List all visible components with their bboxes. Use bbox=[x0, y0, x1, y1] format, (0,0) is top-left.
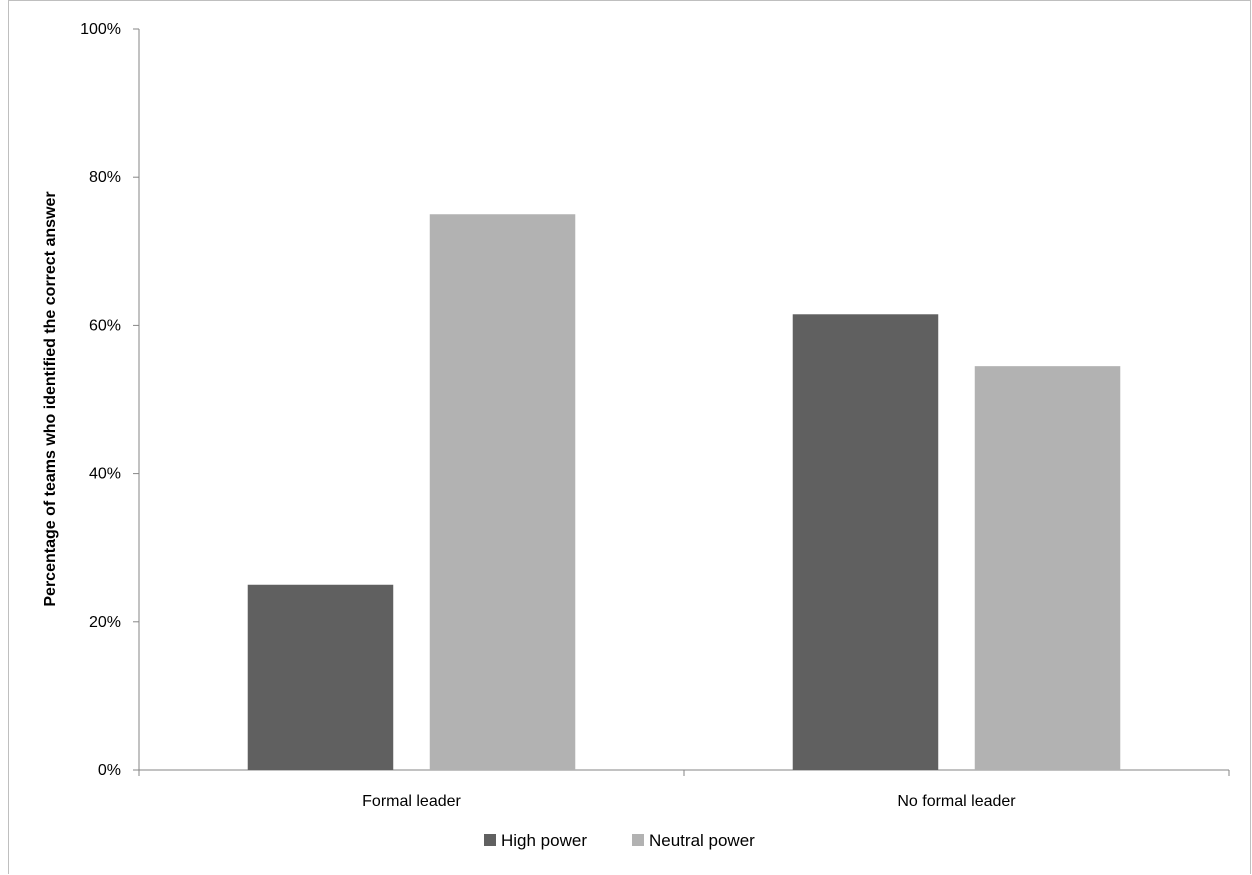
legend-swatch bbox=[484, 834, 496, 846]
bar-high-power-formal-leader bbox=[247, 584, 394, 770]
y-tick-label: 80% bbox=[89, 169, 121, 186]
y-tick-label: 40% bbox=[89, 466, 121, 483]
bar-high-power-no-formal-leader bbox=[792, 314, 939, 770]
legend-swatch bbox=[632, 834, 644, 846]
legend-label: High power bbox=[501, 831, 587, 850]
x-tick-label: No formal leader bbox=[897, 793, 1016, 810]
legend-label: Neutral power bbox=[649, 831, 755, 850]
x-tick-label: Formal leader bbox=[362, 793, 461, 810]
bar-neutral-power-no-formal-leader bbox=[974, 366, 1121, 770]
legend: High power Neutral power bbox=[484, 831, 755, 850]
y-axis-title: Percentage of teams who identified the c… bbox=[42, 191, 59, 606]
y-tick-label: 0% bbox=[98, 762, 121, 779]
y-axis: 0% 20% 40% 60% 80% 100% bbox=[80, 21, 140, 779]
y-tick-label: 100% bbox=[80, 21, 121, 38]
x-axis: Formal leader No formal leader bbox=[138, 769, 1230, 810]
chart-frame bbox=[8, 0, 1251, 874]
bars bbox=[247, 214, 1121, 770]
y-tick-label: 60% bbox=[89, 317, 121, 334]
y-tick-label: 20% bbox=[89, 614, 121, 631]
bar-neutral-power-formal-leader bbox=[429, 214, 576, 770]
